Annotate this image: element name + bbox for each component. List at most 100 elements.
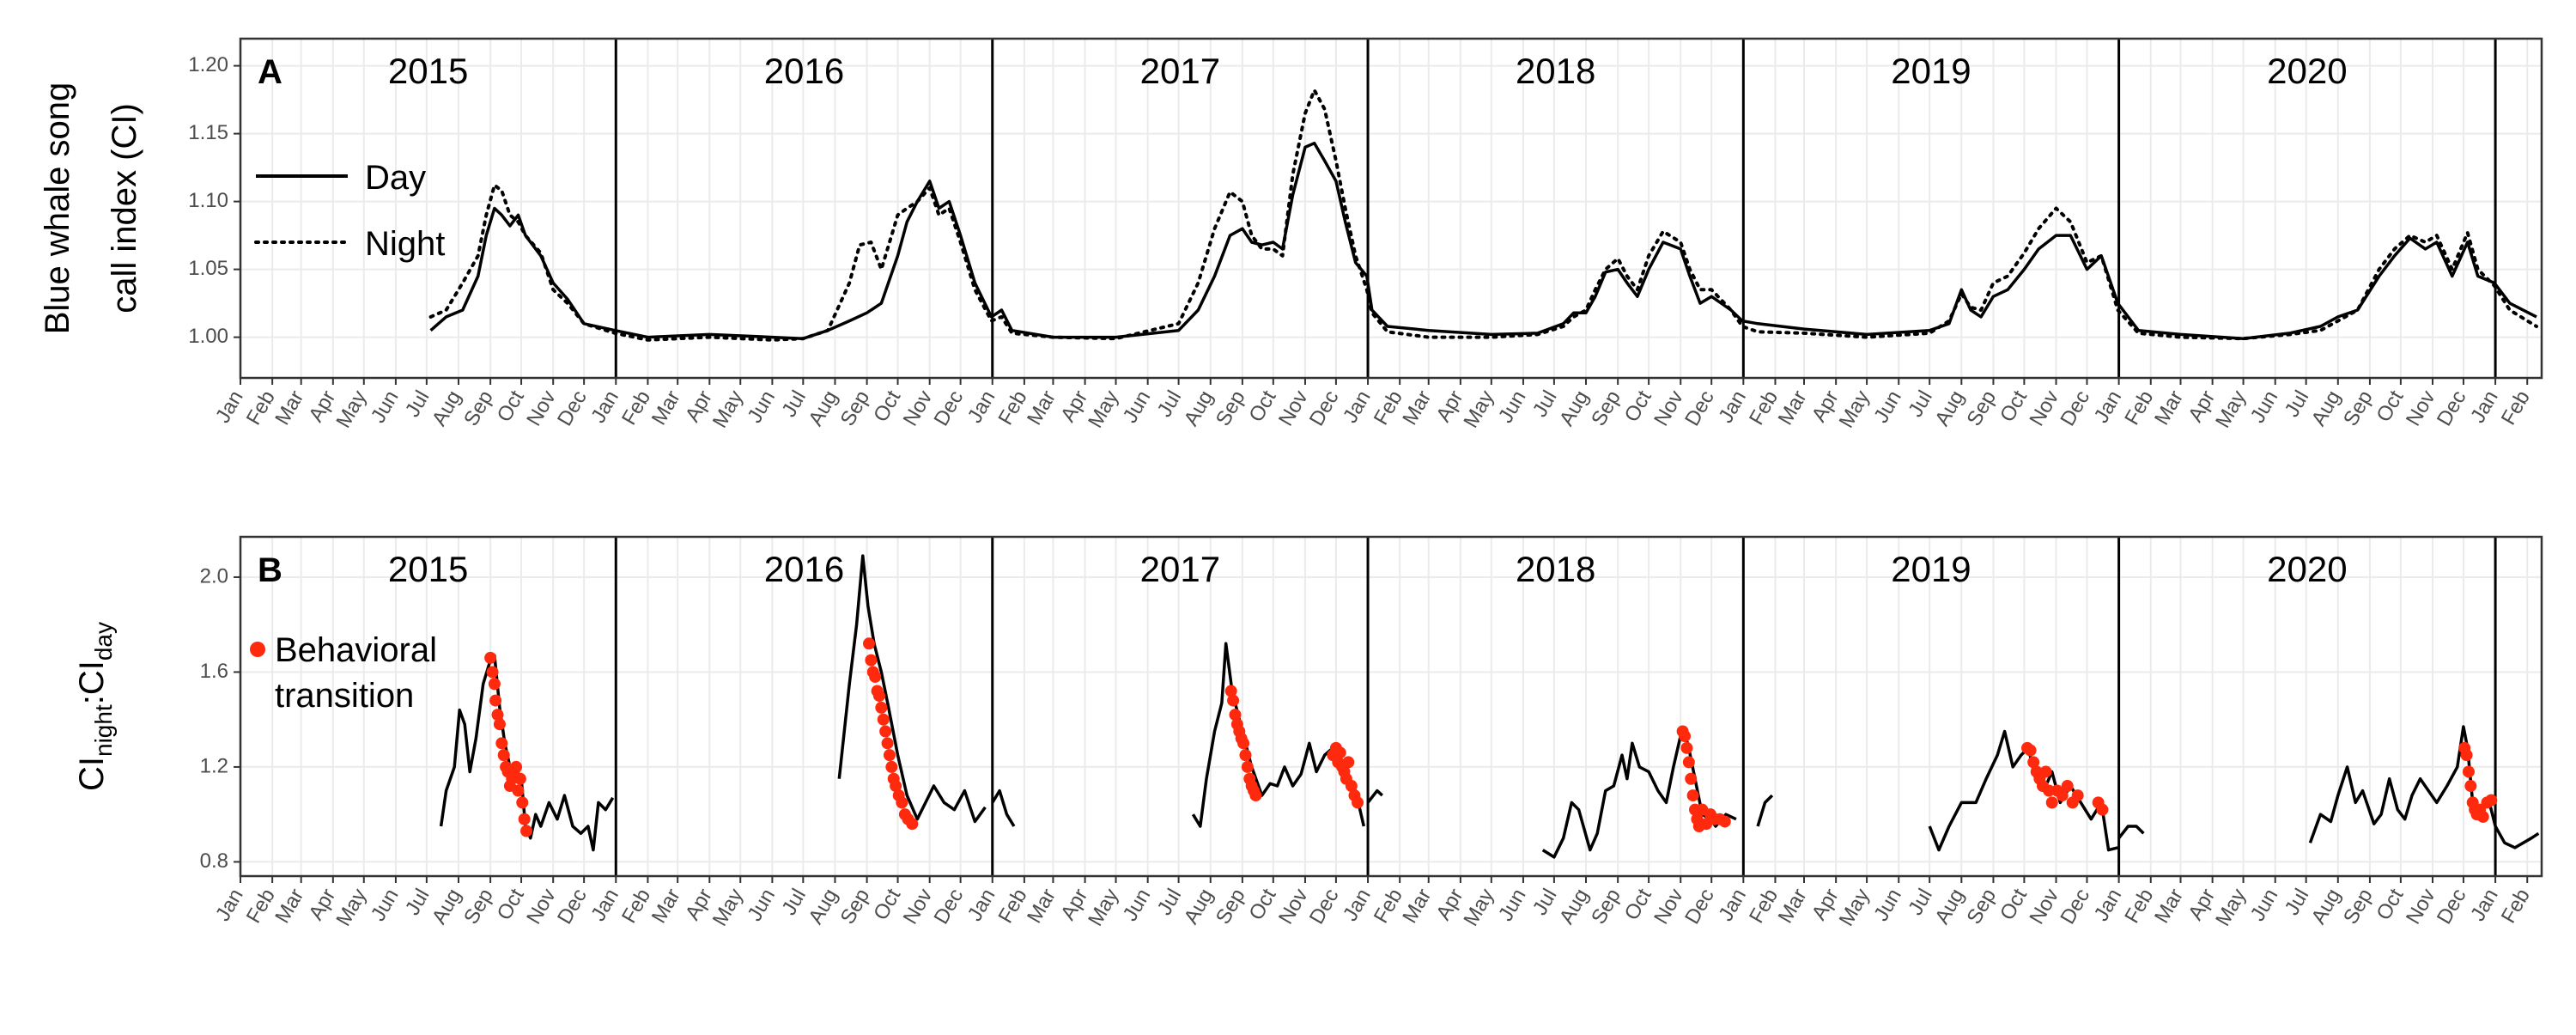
x-tick-label: Aug (1930, 387, 1969, 429)
series-transition-points (484, 637, 2498, 837)
x-axis: JanFebMarAprMayJunJulAugSepOctNovDecJanF… (211, 876, 2535, 930)
series-line-path (991, 788, 1016, 827)
transition-point (516, 796, 529, 809)
x-tick-label: Dec (2433, 885, 2471, 928)
plot-frame (239, 535, 2543, 878)
legend-transition-marker (250, 642, 265, 657)
x-tick-label: Jan (2466, 387, 2503, 427)
transition-point (489, 694, 502, 707)
x-tick-label: Aug (2307, 387, 2346, 429)
legend: Behavioral transition (250, 631, 437, 715)
x-tick-label: Dec (930, 885, 969, 928)
panel-a: JanFebMarAprMayJunJulAugSepOctNovDecJanF… (39, 37, 2543, 432)
transition-point (1224, 685, 1237, 697)
y-axis-title-sub1: night (90, 704, 117, 757)
y-axis-title-base: CI (73, 757, 111, 791)
x-tick-label: Dec (2056, 885, 2094, 928)
year-label-2020: 2020 (2267, 549, 2347, 589)
transition-point (491, 709, 504, 721)
transition-point (2024, 744, 2037, 757)
x-tick-label: Jun (1494, 387, 1531, 427)
x-tick-label: Jan (963, 387, 1000, 427)
transition-point (493, 718, 506, 731)
x-tick-label: May (708, 885, 748, 930)
x-tick-label: Jun (1119, 885, 1156, 925)
transition-point (512, 784, 525, 797)
transition-point (1342, 756, 1355, 769)
year-label-2018: 2018 (1516, 549, 1595, 589)
x-tick-label: Sep (459, 885, 498, 928)
x-tick-label: May (1459, 885, 1498, 930)
transition-point (1345, 780, 1358, 793)
x-tick-label: Jun (2246, 387, 2283, 427)
x-tick-label: Feb (1745, 885, 1783, 927)
x-tick-label: Jun (743, 387, 780, 427)
legend: Day Night (254, 159, 445, 263)
transition-point (879, 725, 892, 738)
x-tick-label: Jun (1869, 387, 1906, 427)
x-tick-label: Aug (428, 387, 466, 429)
x-tick-label: Mar (2150, 387, 2188, 429)
x-tick-label: Sep (1587, 885, 1625, 928)
x-tick-label: Jun (2246, 885, 2283, 925)
x-tick-label: Jan (586, 885, 623, 925)
x-tick-label: May (1084, 885, 1123, 930)
transition-point (2056, 789, 2069, 802)
year-label-2020: 2020 (2267, 51, 2347, 91)
transition-point (495, 737, 508, 750)
x-tick-label: Nov (2402, 387, 2440, 429)
transition-point (1229, 709, 1242, 721)
y-tick-label: 1.20 (188, 53, 228, 76)
x-tick-label: Aug (2307, 885, 2346, 928)
x-tick-label: Dec (1305, 885, 1344, 928)
transition-point (2476, 810, 2489, 823)
x-tick-label: Jun (743, 885, 780, 925)
x-tick-label: Feb (994, 885, 1032, 927)
x-tick-label: Jun (367, 387, 404, 427)
transition-point (484, 651, 497, 664)
y-axis-title: CInight:CIday (73, 622, 117, 791)
x-tick-label: Mar (270, 885, 308, 927)
panel-tag: A (258, 53, 283, 91)
x-tick-label: Jun (1869, 885, 1906, 925)
x-tick-label: Aug (804, 387, 842, 429)
x-tick-label: Nov (2025, 885, 2063, 928)
x-tick-label: Nov (2025, 387, 2063, 429)
transition-point (518, 813, 531, 825)
year-label-2017: 2017 (1140, 51, 1220, 91)
transition-point (2039, 765, 2052, 778)
x-tick-label: Dec (2056, 387, 2094, 429)
transition-point (1241, 760, 1254, 773)
x-tick-label: Mar (1774, 387, 1812, 429)
x-tick-label: Feb (994, 387, 1032, 429)
x-tick-label: Nov (1274, 387, 1313, 429)
x-tick-label: Feb (1370, 885, 1407, 927)
transition-point (2043, 784, 2056, 797)
x-tick-label: Sep (2339, 885, 2378, 928)
transition-point (1237, 737, 1250, 750)
legend-transition-label-2: transition (275, 677, 414, 715)
x-tick-label: Jan (211, 885, 248, 925)
x-tick-label: May (1835, 387, 1874, 432)
transition-point (881, 737, 894, 750)
x-tick-label: Jun (367, 885, 404, 925)
transition-point (885, 760, 898, 773)
x-tick-label: Sep (2339, 387, 2378, 429)
transition-point (2462, 765, 2475, 778)
transition-point (872, 690, 885, 703)
x-tick-label: Nov (1649, 885, 1688, 928)
x-tick-label: May (1084, 387, 1123, 432)
year-label-2015: 2015 (388, 549, 468, 589)
year-label-2019: 2019 (1891, 549, 1971, 589)
x-tick-label: May (331, 885, 371, 930)
transition-point (2460, 749, 2473, 762)
x-tick-label: Jan (1714, 885, 1751, 925)
x-tick-label: Jan (211, 387, 248, 427)
year-label-2015: 2015 (388, 51, 468, 91)
panel-b: JanFebMarAprMayJunJulAugSepOctNovDecJanF… (73, 535, 2543, 930)
transition-point (865, 654, 878, 667)
x-axis: JanFebMarAprMayJunJulAugSepOctNovDecJanF… (211, 378, 2535, 432)
x-tick-label: Jan (2466, 885, 2503, 925)
x-tick-label: Dec (553, 885, 592, 928)
